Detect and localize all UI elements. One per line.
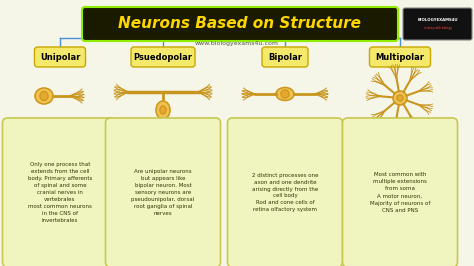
- Text: 2 distinct processes one
axon and one dendrite
arising directly from the
cell bo: 2 distinct processes one axon and one de…: [252, 172, 318, 213]
- Text: Bipolar: Bipolar: [268, 52, 302, 61]
- Text: BIOLOGYEXAMS4U: BIOLOGYEXAMS4U: [417, 18, 458, 22]
- Ellipse shape: [393, 91, 407, 105]
- FancyBboxPatch shape: [343, 118, 457, 266]
- Text: Unipolar: Unipolar: [40, 52, 80, 61]
- Text: Multipolar: Multipolar: [375, 52, 425, 61]
- FancyBboxPatch shape: [370, 47, 430, 67]
- Text: Psuedopolar: Psuedopolar: [134, 52, 192, 61]
- Ellipse shape: [156, 101, 170, 119]
- Ellipse shape: [35, 88, 53, 104]
- FancyBboxPatch shape: [403, 8, 472, 40]
- Ellipse shape: [276, 88, 294, 101]
- FancyBboxPatch shape: [106, 118, 220, 266]
- FancyBboxPatch shape: [131, 47, 195, 67]
- Ellipse shape: [40, 92, 48, 101]
- FancyBboxPatch shape: [262, 47, 308, 67]
- Ellipse shape: [160, 106, 166, 114]
- FancyBboxPatch shape: [82, 7, 398, 41]
- Text: www.biologyexams4u.com: www.biologyexams4u.com: [195, 40, 279, 45]
- Text: Are unipolar neurons
but appears like
bipolar neuron. Most
sensory neurons are
p: Are unipolar neurons but appears like bi…: [131, 169, 195, 216]
- Text: in deep with biology: in deep with biology: [424, 26, 451, 30]
- Ellipse shape: [281, 90, 289, 98]
- Text: Only one process that
extends from the cell
body. Primary afferents
of spinal an: Only one process that extends from the c…: [28, 162, 92, 223]
- FancyBboxPatch shape: [2, 118, 118, 266]
- FancyBboxPatch shape: [228, 118, 343, 266]
- Text: Neurons Based on Structure: Neurons Based on Structure: [118, 16, 362, 31]
- FancyBboxPatch shape: [35, 47, 85, 67]
- Ellipse shape: [397, 95, 403, 101]
- Text: Most common with
multiple extensions
from soma
A motor neuron,
Majority of neuro: Most common with multiple extensions fro…: [370, 172, 430, 213]
